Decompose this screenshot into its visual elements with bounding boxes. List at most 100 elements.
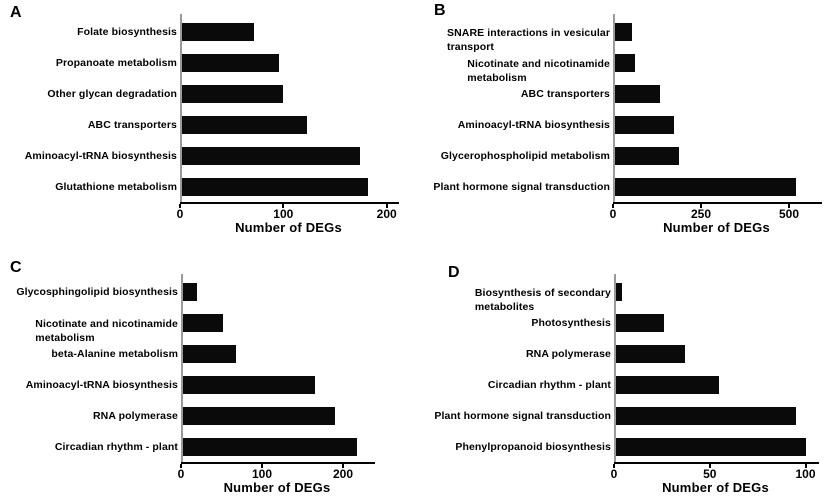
- category-label-text: Glutathione metabolism: [55, 180, 177, 193]
- bar-row: Propanoate metabolism: [0, 47, 397, 78]
- category-label-text: Glycosphingolipid biosynthesis: [16, 285, 178, 298]
- category-label: Circadian rhythm - plant: [417, 378, 614, 392]
- x-tick-label: 100: [795, 467, 816, 481]
- category-label: ABC transporters: [417, 87, 613, 101]
- x-tick-label: 200: [332, 467, 354, 481]
- x-tick-label: 0: [176, 207, 184, 221]
- bar-track: [180, 177, 397, 196]
- bar-row: Circadian rhythm - plant: [0, 431, 373, 462]
- category-label-text: ABC transporters: [520, 87, 610, 100]
- x-tick-label: 100: [273, 207, 294, 221]
- bar-track: [181, 437, 373, 456]
- category-label: Propanoate metabolism: [0, 56, 180, 70]
- x-axis-line: [613, 202, 822, 204]
- bar-row: Other glycan degradation: [0, 78, 397, 109]
- bar: [613, 53, 635, 72]
- panel-letter: D: [448, 264, 461, 281]
- y-axis-line: [614, 274, 616, 462]
- bar-track: [181, 344, 373, 363]
- x-axis-title: Number of DEGs: [663, 220, 770, 235]
- x-tick-mark: [385, 204, 388, 208]
- bar-row: Glutathione metabolism: [0, 171, 397, 202]
- panel-letter: A: [10, 4, 23, 21]
- x-tick-mark: [180, 464, 182, 468]
- bar-track: [181, 282, 373, 301]
- bar-track: [180, 146, 397, 165]
- bar-row: RNA polymerase: [417, 338, 817, 369]
- bar-row: Nicotinate and nicotinamide metabolism: [0, 307, 373, 344]
- bar-row: SNARE interactions in vesicular transpor…: [417, 16, 820, 53]
- category-label-text: Nicotinate and nicotinamide metabolism: [35, 317, 178, 344]
- category-label-text: Plant hormone signal transduction: [434, 409, 611, 422]
- bar-row: Aminoacyl-tRNA biosynthesis: [0, 140, 397, 171]
- bar-track: [613, 115, 820, 134]
- bar-row: ABC transporters: [417, 78, 820, 109]
- x-tick-mark: [708, 464, 711, 468]
- bar: [614, 282, 622, 301]
- bar-track: [180, 53, 397, 72]
- bar-rows: Folate biosynthesis Propanoate metabolism…: [0, 16, 397, 202]
- bar: [614, 406, 796, 425]
- bar: [180, 84, 284, 103]
- category-label-text: beta-Alanine metabolism: [51, 347, 178, 360]
- bar-rows: SNARE interactions in vesicular transpor…: [417, 16, 820, 202]
- category-label: Aminoacyl-tRNA biosynthesis: [0, 149, 180, 163]
- bar: [614, 375, 720, 394]
- category-label: Biosynthesis of secondary metabolites: [417, 278, 614, 313]
- category-label-text: Biosynthesis of secondary metabolites: [474, 286, 611, 313]
- category-label-text: Aminoacyl-tRNA biosynthesis: [25, 378, 178, 391]
- bar-row: ABC transporters: [0, 109, 397, 140]
- category-label: SNARE interactions in vesicular transpor…: [417, 18, 613, 53]
- bar: [614, 313, 664, 332]
- x-tick-label: 0: [610, 467, 618, 481]
- bar-row: beta-Alanine metabolism: [0, 338, 373, 369]
- bar: [180, 146, 360, 165]
- category-label-text: Propanoate metabolism: [55, 56, 177, 69]
- y-axis-line: [180, 14, 182, 202]
- panel-a: A Folate biosynthesis Propanoate metabolis…: [0, 0, 417, 250]
- bar-track: [613, 22, 820, 41]
- x-tick-mark: [342, 464, 344, 468]
- bar-row: Phenylpropanoid biosynthesis: [417, 431, 817, 462]
- category-label: Other glycan degradation: [0, 87, 180, 101]
- category-label: Plant hormone signal transduction: [417, 180, 613, 194]
- bar: [181, 282, 198, 301]
- bar-row: Glycosphingolipid biosynthesis: [0, 276, 373, 307]
- bar-track: [180, 115, 397, 134]
- bar-track: [614, 344, 817, 363]
- bar-row: Aminoacyl-tRNA biosynthesis: [0, 369, 373, 400]
- bar-track: [614, 313, 817, 332]
- panel-c: C Glycosphingolipid biosynthesis Nicotinat…: [0, 250, 417, 503]
- panel-d: D Biosynthesis of secondary metabolites Ph…: [417, 250, 834, 503]
- bar-row: Plant hormone signal transduction: [417, 400, 817, 431]
- x-tick-label: 0: [609, 207, 617, 221]
- category-label-text: Photosynthesis: [531, 316, 611, 329]
- bar: [180, 115, 308, 134]
- category-label-text: SNARE interactions in vesicular transpor…: [447, 26, 610, 53]
- category-label: Nicotinate and nicotinamide metabolism: [417, 49, 613, 84]
- bar-track: [613, 84, 820, 103]
- bar: [614, 344, 685, 363]
- bar-track: [181, 375, 373, 394]
- category-label: Aminoacyl-tRNA biosynthesis: [0, 378, 181, 392]
- bar: [180, 177, 369, 196]
- y-axis-line: [613, 14, 615, 202]
- category-label: Circadian rhythm - plant: [0, 440, 181, 454]
- bar-row: Photosynthesis: [417, 307, 817, 338]
- bar-track: [613, 53, 820, 72]
- panel-letter: C: [10, 259, 23, 276]
- x-axis-title: Number of DEGs: [662, 480, 769, 495]
- category-label-text: Circadian rhythm - plant: [487, 378, 611, 391]
- bar: [181, 406, 335, 425]
- category-label-text: Aminoacyl-tRNA biosynthesis: [457, 118, 610, 131]
- bar-track: [614, 437, 817, 456]
- category-label: Photosynthesis: [417, 316, 614, 330]
- bar: [613, 22, 632, 41]
- bar-rows: Biosynthesis of secondary metabolites Pho…: [417, 276, 817, 462]
- bar-row: Aminoacyl-tRNA biosynthesis: [417, 109, 820, 140]
- x-axis-line: [614, 462, 819, 464]
- x-tick-mark: [700, 204, 702, 208]
- bar: [181, 375, 315, 394]
- bar-track: [181, 406, 373, 425]
